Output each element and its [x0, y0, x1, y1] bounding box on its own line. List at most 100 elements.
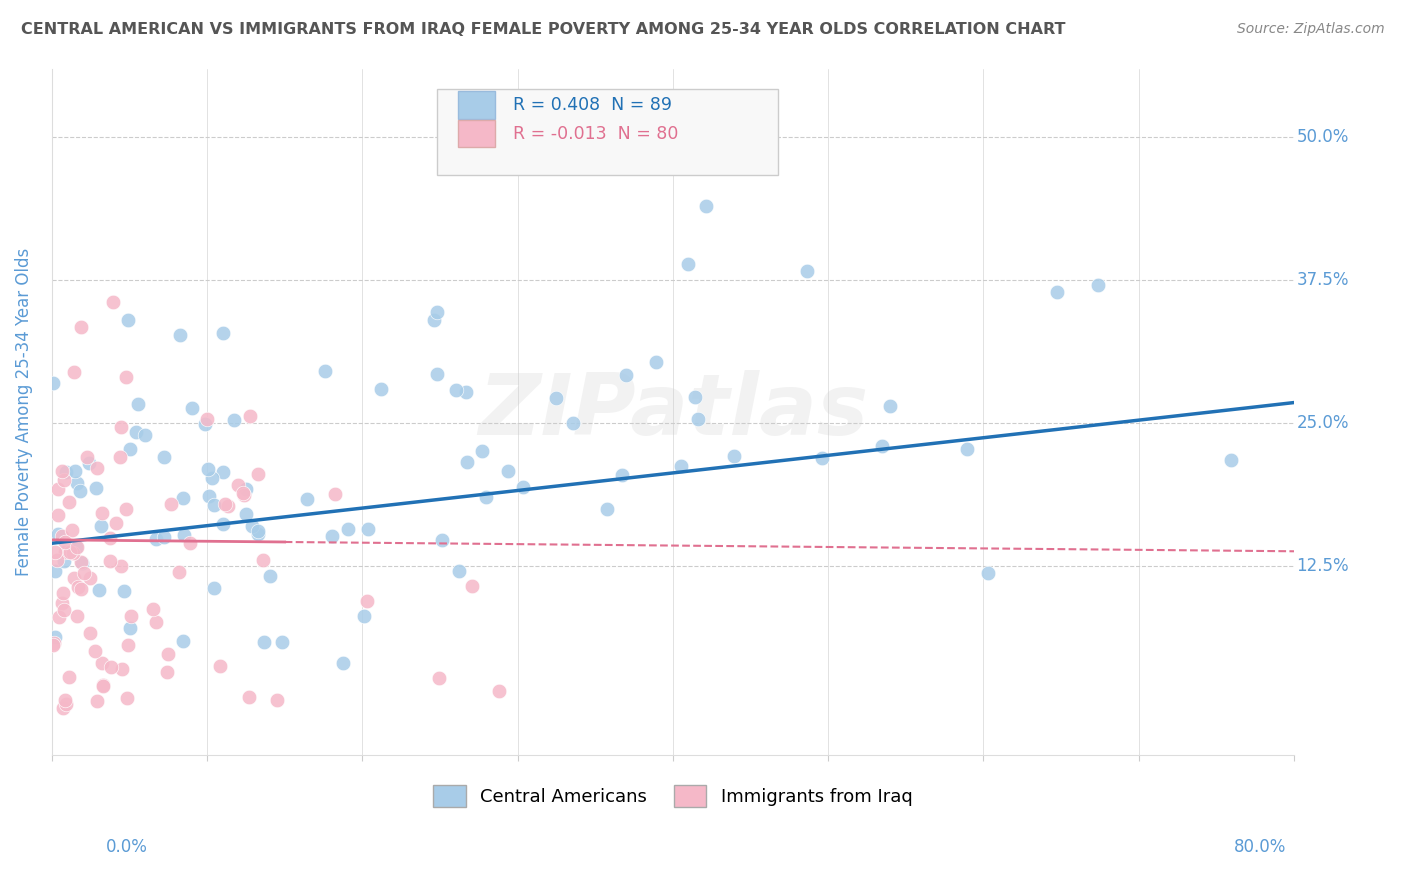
Text: CENTRAL AMERICAN VS IMMIGRANTS FROM IRAQ FEMALE POVERTY AMONG 25-34 YEAR OLDS CO: CENTRAL AMERICAN VS IMMIGRANTS FROM IRAQ…: [21, 22, 1066, 37]
Point: [76, 450, 98, 465]
Point: [211, 517, 233, 532]
Point: [232, 486, 254, 500]
Point: [546, 391, 568, 405]
Point: [179, 536, 201, 550]
Point: [235, 507, 257, 521]
Point: [723, 449, 745, 463]
Point: [53, 693, 76, 707]
Point: [336, 522, 359, 536]
Point: [98, 531, 121, 545]
Point: [270, 635, 292, 649]
Point: [246, 527, 269, 541]
Point: [240, 519, 263, 533]
Point: [252, 553, 274, 567]
Point: [86, 694, 108, 708]
Text: 25.0%: 25.0%: [1296, 414, 1348, 432]
Point: [87, 583, 110, 598]
Point: [91, 679, 114, 693]
Text: R = -0.013  N = 80: R = -0.013 N = 80: [513, 125, 678, 143]
Point: [55, 534, 77, 549]
Point: [115, 369, 138, 384]
Point: [695, 199, 717, 213]
Point: [1087, 278, 1109, 293]
Point: [169, 328, 191, 343]
Point: [685, 390, 707, 404]
Point: [870, 439, 893, 453]
Point: [104, 516, 127, 530]
Point: [42, 638, 65, 652]
Point: [127, 396, 149, 410]
Point: [44, 564, 66, 578]
Point: [145, 615, 167, 629]
Point: [142, 601, 165, 615]
Point: [115, 690, 138, 705]
Point: [426, 367, 449, 381]
Point: [120, 442, 142, 457]
Point: [197, 489, 219, 503]
Legend: Central Americans, Immigrants from Iraq: Central Americans, Immigrants from Iraq: [426, 778, 920, 814]
Point: [66, 580, 89, 594]
Point: [70, 582, 93, 596]
Point: [169, 565, 191, 579]
Point: [55, 544, 77, 558]
Point: [60, 524, 83, 538]
Point: [65, 540, 87, 554]
Point: [120, 609, 142, 624]
Point: [1219, 453, 1241, 467]
Point: [879, 399, 901, 413]
Point: [238, 690, 260, 704]
Point: [496, 464, 519, 478]
Point: [134, 428, 156, 442]
Point: [117, 638, 139, 652]
Point: [432, 533, 454, 548]
Point: [217, 499, 239, 513]
Point: [72, 556, 94, 570]
Point: [222, 413, 245, 427]
Point: [48, 527, 70, 541]
Point: [686, 411, 709, 425]
Point: [266, 692, 288, 706]
Point: [46, 482, 69, 496]
Point: [202, 498, 225, 512]
Point: [117, 313, 139, 327]
Point: [83, 644, 105, 658]
Point: [79, 626, 101, 640]
Point: [90, 518, 112, 533]
Point: [1046, 285, 1069, 300]
Point: [110, 450, 132, 464]
Point: [65, 541, 87, 555]
Point: [110, 558, 132, 573]
Point: [58, 670, 80, 684]
Point: [156, 665, 179, 679]
FancyBboxPatch shape: [458, 91, 495, 119]
Point: [58, 495, 80, 509]
Point: [77, 456, 100, 470]
Point: [181, 401, 204, 415]
Point: [461, 578, 484, 592]
Text: 80.0%: 80.0%: [1234, 838, 1286, 855]
Point: [52, 474, 75, 488]
Point: [172, 491, 194, 505]
Point: [200, 471, 222, 485]
Point: [173, 528, 195, 542]
Point: [246, 467, 269, 482]
Point: [42, 636, 65, 650]
Point: [125, 425, 148, 439]
Point: [110, 420, 132, 434]
Point: [614, 368, 637, 382]
Point: [253, 634, 276, 648]
Point: [103, 294, 125, 309]
Text: R = 0.408  N = 89: R = 0.408 N = 89: [513, 96, 672, 114]
Point: [63, 365, 86, 379]
Point: [596, 501, 619, 516]
Point: [153, 530, 176, 544]
Point: [197, 462, 219, 476]
Text: 12.5%: 12.5%: [1296, 558, 1350, 575]
Point: [46, 508, 69, 522]
Point: [321, 529, 343, 543]
Point: [197, 412, 219, 426]
Point: [79, 571, 101, 585]
Point: [209, 659, 232, 673]
Point: [91, 506, 114, 520]
Point: [456, 455, 478, 469]
